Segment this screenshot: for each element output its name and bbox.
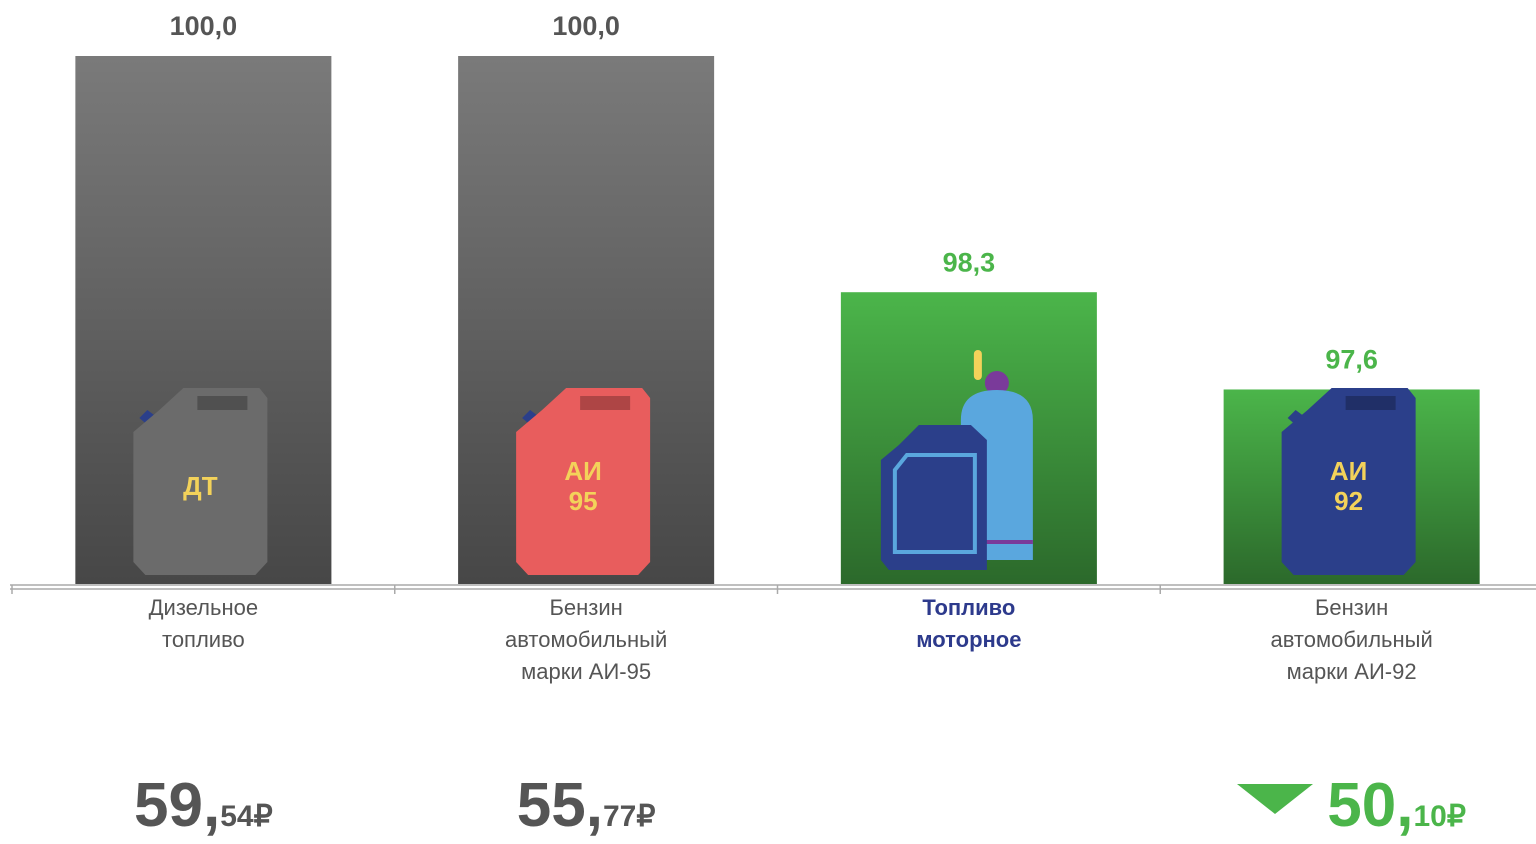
price-integer: 59, — [134, 771, 220, 840]
x-tick-label: Бензин автомобильный марки АИ-92 — [1262, 592, 1442, 688]
value-label: 98,3 — [943, 247, 996, 277]
currency: ₽ — [254, 800, 273, 833]
icon-label: 92 — [1334, 486, 1363, 516]
price-fraction: 77 — [603, 800, 636, 833]
icon-grip — [1346, 396, 1396, 410]
icon-grip — [197, 396, 247, 410]
value-label: 97,6 — [1325, 345, 1378, 375]
x-tick-label: Топливо моторное — [879, 592, 1059, 656]
price: 50,10₽ — [1172, 770, 1532, 841]
icon-grip — [580, 396, 630, 410]
icon-label: АИ — [564, 456, 601, 486]
icon-label: АИ — [1330, 456, 1367, 486]
x-tick-label: Бензин автомобильный марки АИ-95 — [496, 592, 676, 688]
trend-down — [1237, 784, 1313, 814]
value-label: 100,0 — [170, 11, 238, 41]
icon: ДТ — [133, 388, 267, 575]
price-fraction: 10 — [1413, 800, 1446, 833]
chart: 100,0ДТ100,0АИ9598,397,6АИ92 — [0, 0, 1536, 844]
icon-label: 95 — [569, 486, 598, 516]
icon-valve — [974, 350, 982, 380]
icon-label: ДТ — [183, 471, 218, 501]
price-integer: 55, — [517, 771, 603, 840]
value-label: 100,0 — [552, 11, 620, 41]
price: 55,77₽ — [406, 770, 766, 841]
currency: ₽ — [636, 800, 655, 833]
price-fraction: 54 — [220, 800, 253, 833]
price: 59,54₽ — [23, 770, 383, 841]
x-tick-label: Дизельное топливо — [113, 592, 293, 656]
page: 100,0ДТ100,0АИ9598,397,6АИ92 (() => { co… — [0, 0, 1536, 844]
price-integer: 50, — [1327, 771, 1413, 840]
currency: ₽ — [1447, 800, 1466, 833]
